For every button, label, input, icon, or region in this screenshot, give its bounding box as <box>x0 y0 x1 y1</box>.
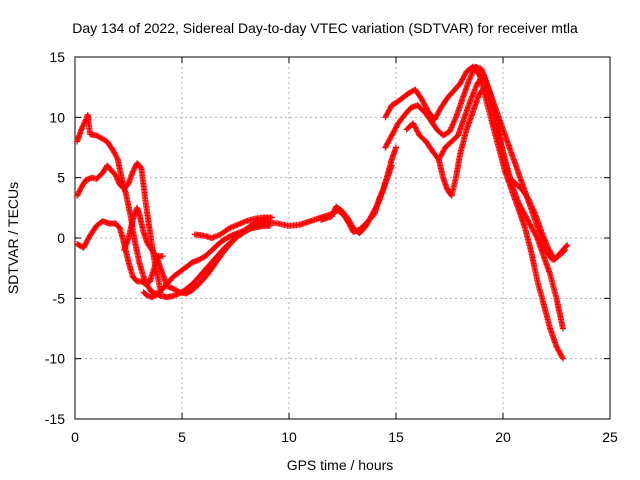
data-point-marker <box>516 201 523 208</box>
x-tick-label: 20 <box>495 429 511 445</box>
series-trace-h <box>318 162 395 237</box>
y-axis-label: SDTVAR / TECUs <box>5 182 21 294</box>
y-tick-label: -15 <box>45 411 65 427</box>
data-point-marker <box>159 253 166 260</box>
x-tick-label: 15 <box>388 429 404 445</box>
series-trace-f <box>191 214 275 241</box>
series-trace-l <box>435 72 571 263</box>
data-point-marker <box>451 117 458 124</box>
data-point-marker <box>266 222 273 229</box>
data-point-marker <box>81 243 88 250</box>
data-point-marker <box>559 354 566 361</box>
y-tick-label: 10 <box>49 109 65 125</box>
x-tick-label: 0 <box>71 429 79 445</box>
data-point-marker <box>393 144 399 151</box>
data-point-marker <box>559 355 566 362</box>
data-point-marker <box>533 233 540 240</box>
data-point-marker <box>563 243 570 250</box>
chart-title: Day 134 of 2022, Sidereal Day-to-day VTE… <box>72 20 578 36</box>
y-tick-label: 5 <box>57 170 65 186</box>
data-point-marker <box>467 75 473 82</box>
x-tick-label: 25 <box>602 429 618 445</box>
x-axis-label: GPS time / hours <box>287 457 394 473</box>
data-point-marker <box>375 200 382 207</box>
axis-ticks: 0 5 10 15 20 25 -15 -10 -5 0 5 10 15 <box>45 49 618 445</box>
data-point-marker <box>545 246 552 252</box>
x-tick-label: 10 <box>281 429 297 445</box>
data-point-marker <box>559 325 566 332</box>
series-trace-k <box>403 84 566 332</box>
series-trace-c <box>74 218 166 287</box>
data-point-marker <box>549 252 556 259</box>
data-point-marker <box>388 162 395 169</box>
data-point-marker <box>530 228 537 235</box>
series-trace-b <box>74 160 164 296</box>
series-trace-e <box>140 222 273 301</box>
y-tick-label: 0 <box>57 230 65 246</box>
y-tick-label: -5 <box>53 290 66 306</box>
x-tick-label: 5 <box>178 429 186 445</box>
data-points <box>74 63 571 362</box>
data-point-marker <box>112 172 119 179</box>
data-point-marker <box>564 242 571 249</box>
y-tick-label: -10 <box>45 351 65 367</box>
data-point-marker <box>268 214 275 221</box>
y-tick-label: 15 <box>49 49 65 65</box>
